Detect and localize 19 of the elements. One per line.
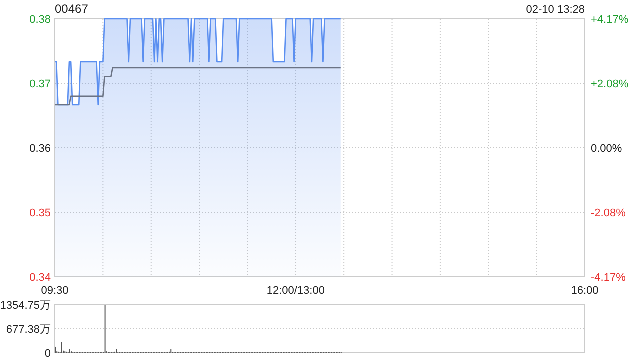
y2-tick-label: -2.08% [591,207,626,220]
y-tick-label: 0.37 [30,78,51,90]
y-tick-label: 0.36 [30,143,51,155]
y2-tick-label: -4.17% [591,272,626,284]
y-tick-label: 0.38 [30,14,51,26]
line-series [54,67,342,106]
y-tick-label: 0.35 [30,208,51,220]
x-tick-label: 12:00/13:00 [266,285,325,297]
y-tick-label: 1354.75万 [0,300,51,312]
y2-tick-label: +4.17% [591,14,629,26]
chart-title: 00467 [55,2,89,16]
x-tick-label: 16:00 [571,285,599,297]
y2-tick-label: 0.00% [591,143,622,155]
x-tick-label: 09:30 [41,285,69,297]
y-tick-label: 0.34 [30,272,51,284]
text: 02-10 13:28 [526,4,585,16]
y-tick-label: 677.38万 [6,324,51,336]
y2-tick-label: +2.08% [591,78,629,91]
y-tick-label: 0 [44,348,51,360]
